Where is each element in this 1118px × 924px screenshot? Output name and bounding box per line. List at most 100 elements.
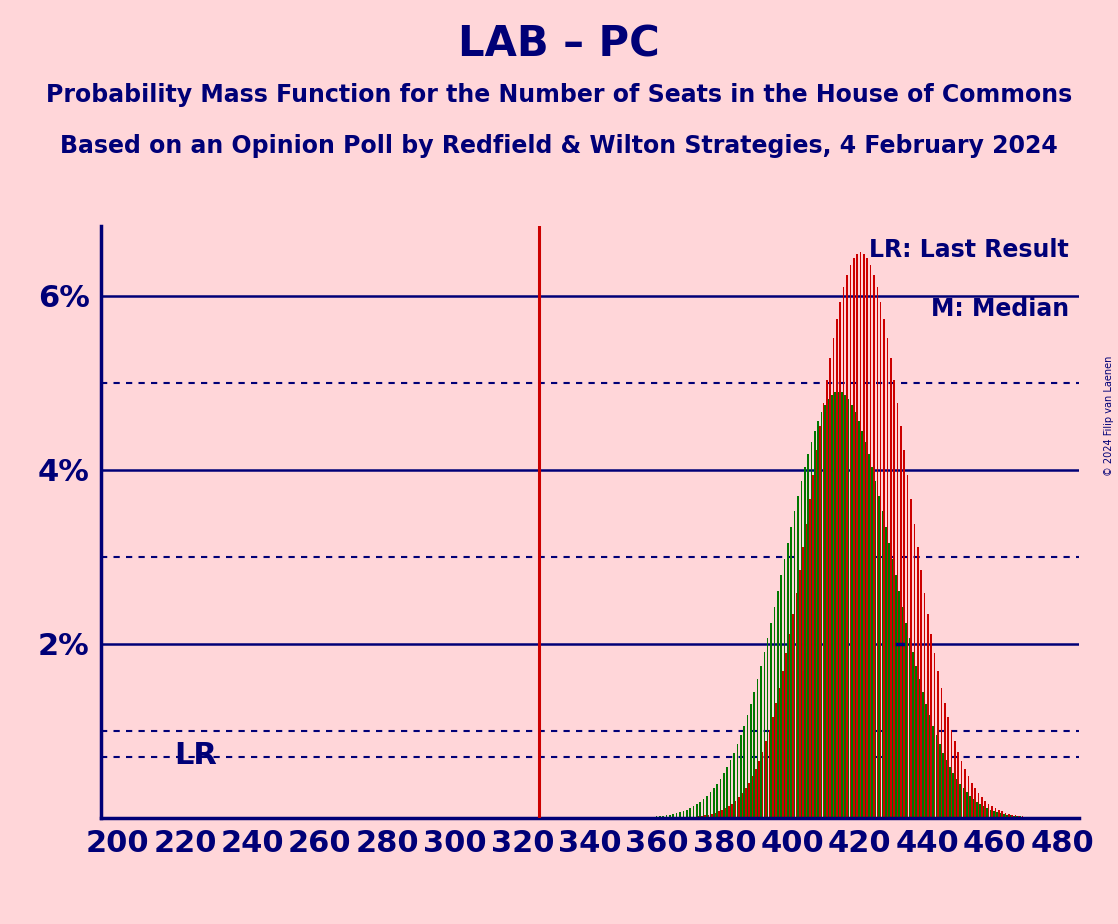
- Bar: [806, 524, 807, 818]
- Bar: [679, 812, 681, 818]
- Bar: [959, 784, 960, 818]
- Bar: [840, 302, 841, 818]
- Bar: [800, 481, 803, 818]
- Bar: [897, 403, 899, 818]
- Bar: [844, 395, 846, 818]
- Bar: [909, 638, 910, 818]
- Bar: [833, 337, 834, 818]
- Bar: [1020, 816, 1022, 818]
- Bar: [768, 730, 770, 818]
- Bar: [707, 796, 708, 818]
- Bar: [879, 496, 880, 818]
- Bar: [764, 652, 765, 818]
- Bar: [794, 511, 796, 818]
- Bar: [950, 730, 953, 818]
- Bar: [860, 252, 861, 818]
- Bar: [966, 793, 967, 818]
- Bar: [714, 813, 717, 818]
- Bar: [837, 392, 840, 818]
- Bar: [906, 623, 907, 818]
- Bar: [770, 623, 771, 818]
- Bar: [767, 638, 768, 818]
- Bar: [809, 499, 811, 818]
- Bar: [846, 275, 847, 818]
- Bar: [956, 779, 957, 818]
- Bar: [793, 614, 794, 818]
- Bar: [1016, 816, 1018, 818]
- Bar: [863, 254, 864, 818]
- Bar: [873, 275, 874, 818]
- Bar: [1023, 817, 1025, 818]
- Bar: [851, 405, 853, 818]
- Bar: [826, 380, 827, 818]
- Bar: [850, 265, 851, 818]
- Bar: [758, 760, 760, 818]
- Bar: [672, 814, 674, 818]
- Bar: [830, 358, 831, 818]
- Bar: [694, 817, 697, 818]
- Bar: [718, 811, 720, 818]
- Text: Based on an Opinion Poll by Redfield & Wilton Strategies, 4 February 2024: Based on an Opinion Poll by Redfield & W…: [60, 134, 1058, 158]
- Bar: [711, 814, 713, 818]
- Bar: [690, 808, 691, 818]
- Bar: [866, 258, 868, 818]
- Bar: [701, 816, 703, 818]
- Bar: [946, 760, 947, 818]
- Bar: [992, 806, 993, 818]
- Bar: [969, 796, 970, 818]
- Bar: [757, 679, 758, 818]
- Bar: [700, 802, 701, 818]
- Bar: [1012, 815, 1013, 818]
- Bar: [697, 804, 698, 818]
- Bar: [745, 788, 747, 818]
- Bar: [910, 499, 912, 818]
- Bar: [903, 450, 906, 818]
- Bar: [963, 788, 964, 818]
- Bar: [902, 607, 903, 818]
- Bar: [747, 715, 748, 818]
- Bar: [922, 692, 923, 818]
- Bar: [874, 481, 877, 818]
- Bar: [817, 420, 819, 818]
- Bar: [807, 454, 809, 818]
- Bar: [985, 800, 986, 818]
- Bar: [907, 475, 909, 818]
- Bar: [1029, 817, 1030, 818]
- Bar: [893, 380, 896, 818]
- Bar: [751, 776, 754, 818]
- Bar: [721, 810, 723, 818]
- Bar: [777, 591, 778, 818]
- Bar: [797, 496, 799, 818]
- Bar: [787, 543, 788, 818]
- Bar: [982, 797, 983, 818]
- Bar: [804, 468, 806, 818]
- Bar: [919, 679, 920, 818]
- Bar: [995, 808, 996, 818]
- Bar: [964, 769, 966, 818]
- Bar: [703, 799, 704, 818]
- Bar: [813, 475, 814, 818]
- Bar: [708, 815, 710, 818]
- Bar: [947, 717, 949, 818]
- Bar: [710, 793, 711, 818]
- Bar: [743, 725, 745, 818]
- Bar: [976, 802, 977, 818]
- Bar: [986, 808, 988, 818]
- Bar: [796, 592, 797, 818]
- Bar: [954, 741, 956, 818]
- Bar: [885, 528, 887, 818]
- Bar: [740, 736, 741, 818]
- Bar: [724, 808, 727, 818]
- Bar: [864, 442, 866, 818]
- Bar: [957, 751, 959, 818]
- Bar: [858, 420, 860, 818]
- Bar: [917, 547, 919, 818]
- Bar: [1003, 814, 1005, 818]
- Bar: [939, 744, 940, 818]
- Bar: [824, 405, 826, 818]
- Bar: [811, 442, 813, 818]
- Bar: [929, 715, 930, 818]
- Bar: [659, 816, 661, 818]
- Bar: [1025, 817, 1026, 818]
- Bar: [853, 258, 854, 818]
